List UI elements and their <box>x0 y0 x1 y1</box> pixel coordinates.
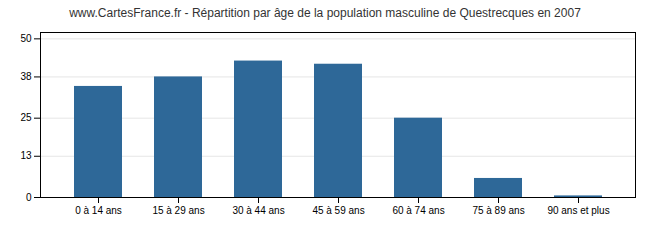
svg-text:90 ans et plus: 90 ans et plus <box>547 205 609 216</box>
svg-text:50: 50 <box>20 33 32 44</box>
svg-text:75 à 89 ans: 75 à 89 ans <box>472 205 524 216</box>
svg-text:0: 0 <box>26 192 32 203</box>
svg-text:60 à 74 ans: 60 à 74 ans <box>392 205 444 216</box>
svg-text:38: 38 <box>20 71 32 82</box>
html-text:www.CartesFrance.fr - Répartit: www.CartesFrance.fr - Répartition par âg… <box>69 6 581 20</box>
svg-text:13: 13 <box>20 150 32 161</box>
svg-text:45 à 59 ans: 45 à 59 ans <box>312 205 364 216</box>
svg-text:25: 25 <box>20 112 32 123</box>
svg-text:15 à 29 ans: 15 à 29 ans <box>152 205 204 216</box>
svg-text:30 à 44 ans: 30 à 44 ans <box>232 205 284 216</box>
svg-text:0 à 14 ans: 0 à 14 ans <box>75 205 122 216</box>
